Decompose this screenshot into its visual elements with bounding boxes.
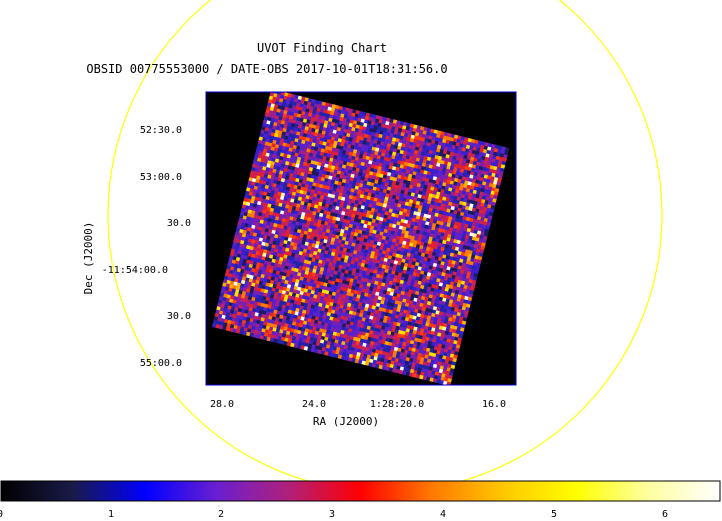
colorbar-tick-label: 6 bbox=[662, 509, 668, 520]
colorbar-tick-label: 3 bbox=[329, 509, 335, 520]
dec-axis-label: Dec (J2000) bbox=[82, 222, 95, 295]
colorbar-tick-label: 5 bbox=[551, 509, 557, 520]
ra-tick-label: 1:28:20.0 bbox=[370, 399, 424, 410]
ra-axis: 28.0 24.0 1:28:20.0 16.0 bbox=[210, 399, 506, 410]
image-frame bbox=[205, 91, 517, 386]
ra-tick-label: 28.0 bbox=[210, 399, 234, 410]
colorbar-ticks: 0 1 2 3 4 5 6 bbox=[0, 509, 668, 520]
dec-tick-label: -11:54:00.0 bbox=[102, 265, 168, 276]
colorbar bbox=[0, 480, 721, 502]
exposure-tile bbox=[212, 92, 510, 385]
colorbar-tick-label: 4 bbox=[440, 509, 446, 520]
colorbar-tick-label: 1 bbox=[108, 509, 114, 520]
exposure-image bbox=[212, 92, 510, 385]
ra-tick-label: 24.0 bbox=[302, 399, 326, 410]
dec-tick-label: 52:30.0 bbox=[140, 125, 182, 136]
dec-tick-label: 55:00.0 bbox=[140, 358, 182, 369]
ra-tick-label: 16.0 bbox=[482, 399, 506, 410]
dec-tick-label: 53:00.0 bbox=[140, 172, 182, 183]
chart-subtitle: OBSID 00775553000 / DATE-OBS 2017-10-01T… bbox=[86, 62, 447, 76]
colorbar-tick-label: 2 bbox=[218, 509, 224, 520]
chart-title: UVOT Finding Chart bbox=[257, 41, 387, 55]
dec-axis: 52:30.0 53:00.0 30.0 -11:54:00.0 30.0 55… bbox=[102, 125, 191, 369]
dec-tick-label: 30.0 bbox=[167, 311, 191, 322]
ra-axis-label: RA (J2000) bbox=[313, 415, 379, 428]
dec-tick-label: 30.0 bbox=[167, 218, 191, 229]
colorbar-tick-label: 0 bbox=[0, 509, 3, 520]
